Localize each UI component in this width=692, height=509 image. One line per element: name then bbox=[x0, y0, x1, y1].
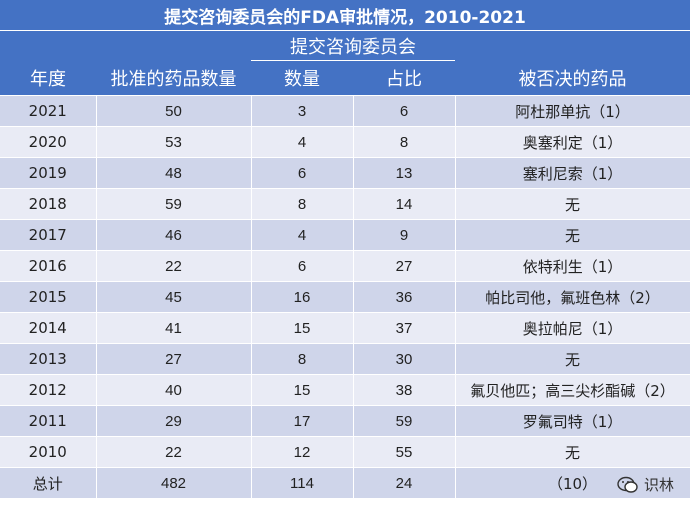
cell-rejected: （10） bbox=[455, 467, 691, 498]
cell-year: 2014 bbox=[0, 312, 97, 344]
cell-rejected: 无 bbox=[455, 436, 691, 468]
table-row: 2013 27 8 30 无 bbox=[0, 343, 691, 375]
cell-approved: 27 bbox=[96, 343, 252, 375]
cell-rejected: 阿杜那单抗（1） bbox=[455, 95, 691, 127]
cell-year: 2016 bbox=[0, 250, 97, 282]
cell-year: 2015 bbox=[0, 281, 97, 313]
table-row: 2010 22 12 55 无 bbox=[0, 436, 691, 468]
watermark: 识林 bbox=[617, 474, 674, 495]
table-row: 总计 482 114 24 （10） bbox=[0, 467, 691, 498]
table-row: 2017 46 4 9 无 bbox=[0, 219, 691, 251]
table-frame: 提交咨询委员会的FDA审批情况，2010-2021 提交咨询委员会 年度 批准的… bbox=[0, 0, 691, 498]
cell-count: 15 bbox=[251, 312, 354, 344]
cell-approved: 22 bbox=[96, 436, 252, 468]
table-row: 2016 22 6 27 依特利生（1） bbox=[0, 250, 691, 282]
cell-year: 2011 bbox=[0, 405, 97, 437]
cell-ratio: 9 bbox=[353, 219, 456, 251]
cell-approved: 40 bbox=[96, 374, 252, 406]
cell-approved: 482 bbox=[96, 467, 252, 498]
cell-year: 2018 bbox=[0, 188, 97, 220]
cell-rejected: 氟贝他匹；高三尖杉酯碱（2） bbox=[455, 374, 691, 406]
table-row: 2021 50 3 6 阿杜那单抗（1） bbox=[0, 95, 691, 127]
table-row: 2020 53 4 8 奥塞利定（1） bbox=[0, 126, 691, 158]
table-row: 2019 48 6 13 塞利尼索（1） bbox=[0, 157, 691, 189]
cell-ratio: 27 bbox=[353, 250, 456, 282]
cell-ratio: 6 bbox=[353, 95, 456, 127]
cell-approved: 48 bbox=[96, 157, 252, 189]
cell-ratio: 55 bbox=[353, 436, 456, 468]
cell-approved: 46 bbox=[96, 219, 252, 251]
cell-approved: 53 bbox=[96, 126, 252, 158]
cell-approved: 45 bbox=[96, 281, 252, 313]
cell-count: 17 bbox=[251, 405, 354, 437]
table-row: 2018 59 8 14 无 bbox=[0, 188, 691, 220]
cell-count: 3 bbox=[251, 95, 354, 127]
cell-approved: 29 bbox=[96, 405, 252, 437]
cell-ratio: 8 bbox=[353, 126, 456, 158]
cell-year: 2010 bbox=[0, 436, 97, 468]
cell-count: 16 bbox=[251, 281, 354, 313]
cell-year: 2019 bbox=[0, 157, 97, 189]
cell-approved: 22 bbox=[96, 250, 252, 282]
cell-year: 2012 bbox=[0, 374, 97, 406]
cell-rejected: 无 bbox=[455, 219, 691, 251]
cell-year: 2021 bbox=[0, 95, 97, 127]
cell-count: 4 bbox=[251, 219, 354, 251]
table-row: 2014 41 15 37 奥拉帕尼（1） bbox=[0, 312, 691, 344]
cell-count: 114 bbox=[251, 467, 354, 498]
cell-count: 12 bbox=[251, 436, 354, 468]
watermark-text: 识林 bbox=[643, 476, 674, 494]
cell-approved: 41 bbox=[96, 312, 252, 344]
table-row: 2012 40 15 38 氟贝他匹；高三尖杉酯碱（2） bbox=[0, 374, 691, 406]
header-spacer bbox=[96, 31, 251, 61]
cell-count: 6 bbox=[251, 157, 354, 189]
header-spacer bbox=[0, 31, 96, 61]
cell-count: 4 bbox=[251, 126, 354, 158]
wechat-icon bbox=[617, 476, 638, 493]
cell-rejected: 无 bbox=[455, 343, 691, 375]
cell-ratio: 38 bbox=[353, 374, 456, 406]
cell-ratio: 24 bbox=[353, 467, 456, 498]
cell-rejected: 无 bbox=[455, 188, 691, 220]
header-count: 数量 bbox=[251, 60, 353, 96]
cell-year: 2017 bbox=[0, 219, 97, 251]
cell-year: 2013 bbox=[0, 343, 97, 375]
cell-ratio: 37 bbox=[353, 312, 456, 344]
header-year: 年度 bbox=[0, 60, 96, 96]
cell-rejected: 塞利尼索（1） bbox=[455, 157, 691, 189]
header-ratio: 占比 bbox=[353, 60, 455, 96]
table-row: 2015 45 16 36 帕比司他，氟班色林（2） bbox=[0, 281, 691, 313]
cell-ratio: 30 bbox=[353, 343, 456, 375]
cell-ratio: 13 bbox=[353, 157, 456, 189]
header-spacer bbox=[455, 31, 690, 61]
cell-ratio: 36 bbox=[353, 281, 456, 313]
cell-rejected: 帕比司他，氟班色林（2） bbox=[455, 281, 691, 313]
cell-ratio: 14 bbox=[353, 188, 456, 220]
table-body: 2021 50 3 6 阿杜那单抗（1） 2020 53 4 8 奥塞利定（1） 2019 48 6 13… bbox=[0, 95, 691, 498]
cell-rejected: 依特利生（1） bbox=[455, 250, 691, 282]
header-approved: 批准的药品数量 bbox=[96, 60, 251, 96]
cell-count: 8 bbox=[251, 188, 354, 220]
cell-approved: 59 bbox=[96, 188, 252, 220]
cell-count: 8 bbox=[251, 343, 354, 375]
table-row: 2011 29 17 59 罗氟司特（1） bbox=[0, 405, 691, 437]
cell-year: 2020 bbox=[0, 126, 97, 158]
table-title: 提交咨询委员会的FDA审批情况，2010-2021 bbox=[0, 0, 690, 31]
header-rejected: 被否决的药品 bbox=[455, 60, 690, 96]
cell-rejected: 奥塞利定（1） bbox=[455, 126, 691, 158]
cell-count: 6 bbox=[251, 250, 354, 282]
cell-year: 总计 bbox=[0, 467, 97, 498]
cell-rejected: 罗氟司特（1） bbox=[455, 405, 691, 437]
cell-ratio: 59 bbox=[353, 405, 456, 437]
cell-count: 15 bbox=[251, 374, 354, 406]
header-committee-group: 提交咨询委员会 bbox=[251, 31, 455, 61]
cell-rejected: 奥拉帕尼（1） bbox=[455, 312, 691, 344]
approval-table: 提交咨询委员会 年度 批准的药品数量 数量 占比 被否决的药品 2021 50 3 6… bbox=[0, 31, 691, 498]
cell-approved: 50 bbox=[96, 95, 252, 127]
